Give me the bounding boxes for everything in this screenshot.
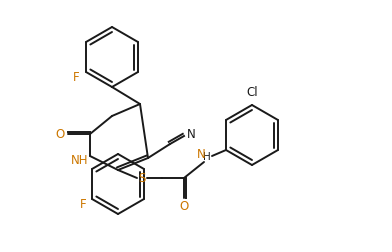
Text: N: N	[187, 128, 195, 141]
Text: O: O	[55, 128, 65, 141]
Text: S: S	[138, 172, 146, 184]
Text: Cl: Cl	[246, 86, 258, 100]
Text: F: F	[73, 71, 80, 84]
Text: NH: NH	[71, 153, 89, 167]
Text: N: N	[197, 148, 205, 162]
Text: F: F	[80, 198, 87, 210]
Text: O: O	[180, 200, 189, 212]
Text: H: H	[203, 152, 211, 162]
